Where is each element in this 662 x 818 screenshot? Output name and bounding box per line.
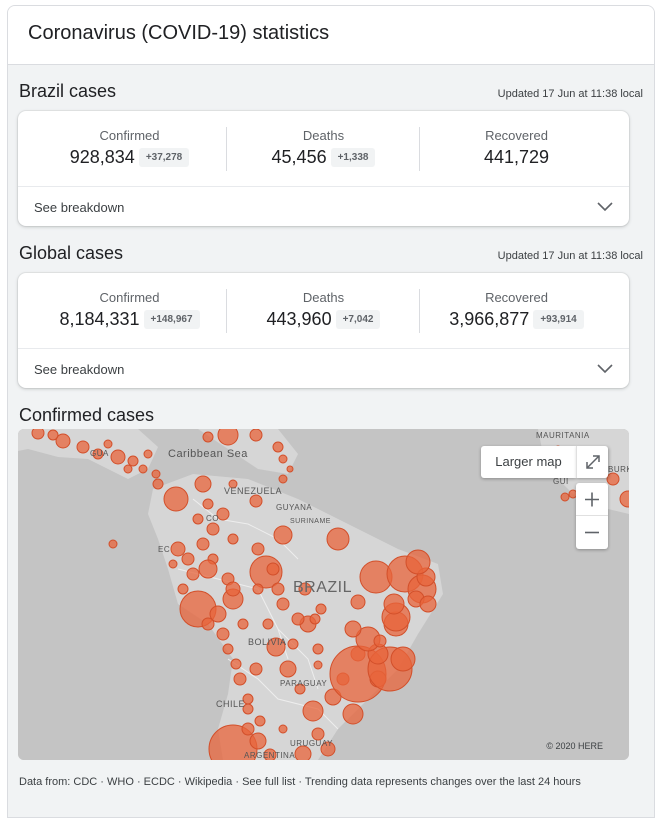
deaths-label: Deaths [302,290,345,305]
global-updated-text: Updated 17 Jun at 11:38 local [497,250,643,262]
brazil-confirmed-stat: Confirmed 928,834 +37,278 [28,111,231,187]
recovered-value: 441,729 [483,147,550,167]
map-label-paraguay: PARAGUAY [280,679,328,688]
confirmed-value: 928,834 [69,147,135,167]
map-section-title: Confirmed cases [19,405,155,425]
map-label-guatemala: GUA [90,449,109,458]
map-label-venezuela: VENEZUELA [224,486,283,496]
map-label-burkina: BURK [608,465,629,474]
brazil-recovered-stat: Recovered 441,729 [415,111,618,187]
brazil-section-title: Brazil cases [19,81,117,101]
map-label-suriname: SURINAME [290,518,331,525]
confirmed-cases-map[interactable]: Caribbean Sea VENEZUELA GUYANA SURINAME … [18,429,629,760]
global-confirmed-stat: Confirmed 8,184,331 +148,967 [28,273,231,349]
expand-icon [586,455,600,469]
global-stats-row: Confirmed 8,184,331 +148,967 Deaths 443,… [18,273,629,349]
global-section-title: Global cases [19,243,124,263]
global-recovered-stat: Recovered 3,966,877 +93,914 [415,273,618,349]
deaths-label: Deaths [302,128,345,143]
confirmed-label: Confirmed [99,128,160,143]
stat-divider [226,127,227,171]
expand-map-button[interactable] [576,446,608,478]
map-copyright: © 2020 HERE [546,741,603,751]
map-label-ecuador: EC [158,545,171,554]
stat-divider [226,289,227,333]
brazil-see-breakdown-button[interactable]: See breakdown [18,187,629,226]
confirmed-delta-badge: +37,278 [138,148,190,167]
panel-header: Coronavirus (COVID-19) statistics [8,6,654,65]
confirmed-delta-badge: +148,967 [143,310,200,329]
deaths-value: 443,960 [266,309,332,329]
deaths-value: 45,456 [271,147,327,167]
zoom-in-button[interactable] [576,483,608,516]
larger-map-button[interactable]: Larger map [481,446,576,478]
deaths-delta-badge: +1,338 [330,148,376,167]
map-label-guyana: GUYANA [276,503,313,512]
map-label-brazil: BRAZIL [293,579,353,596]
stat-divider [419,289,420,333]
data-sources-footer[interactable]: Data from: CDC · WHO · ECDC · Wikipedia … [19,776,581,788]
brazil-stats-row: Confirmed 928,834 +37,278 Deaths 45,456 … [18,111,629,187]
see-breakdown-label: See breakdown [34,362,125,377]
see-breakdown-label: See breakdown [34,200,125,215]
chevron-down-icon [597,202,613,212]
map-canvas[interactable] [18,429,629,760]
panel-title: Coronavirus (COVID-19) statistics [28,22,330,44]
brazil-updated-text: Updated 17 Jun at 11:38 local [497,88,643,100]
global-see-breakdown-button[interactable]: See breakdown [18,349,629,388]
map-label-caribbean: Caribbean Sea [168,448,248,460]
confirmed-label: Confirmed [99,290,160,305]
map-label-uruguay: URUGUAY [290,739,333,748]
recovered-delta-badge: +93,914 [533,310,584,329]
zoom-out-button[interactable] [576,516,608,549]
global-stats-card: Confirmed 8,184,331 +148,967 Deaths 443,… [18,273,629,388]
chevron-down-icon [597,364,613,374]
recovered-value: 3,966,877 [449,309,530,329]
map-label-chile: CHILE [216,699,246,709]
map-label-bolivia: BOLIVIA [248,637,287,647]
map-label-colombia: CO [206,514,219,523]
brazil-stats-card: Confirmed 928,834 +37,278 Deaths 45,456 … [18,111,629,226]
global-deaths-stat: Deaths 443,960 +7,042 [222,273,425,349]
zoom-control [576,483,608,549]
minus-icon [585,531,599,534]
map-label-guinea: GUI [553,477,569,486]
map-label-argentina: ARGENTINA [244,751,296,760]
brazil-deaths-stat: Deaths 45,456 +1,338 [222,111,425,187]
confirmed-value: 8,184,331 [59,309,140,329]
recovered-label: Recovered [485,290,548,305]
map-label-mauritania: MAURITANIA [536,431,590,440]
recovered-label: Recovered [485,128,548,143]
plus-icon [585,492,599,507]
deaths-delta-badge: +7,042 [335,310,381,329]
stat-divider [419,127,420,171]
